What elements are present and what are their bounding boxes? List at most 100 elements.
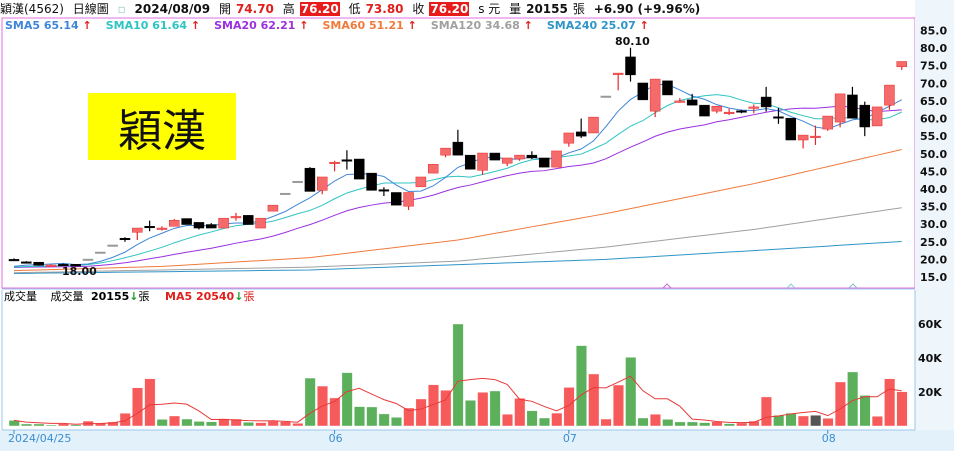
candle bbox=[292, 180, 303, 183]
candle-body bbox=[810, 135, 821, 138]
ma-legend-item[interactable]: SMA10 61.64 ↑ bbox=[106, 19, 200, 32]
volume-ma5: MA5 20540 bbox=[165, 290, 235, 303]
candle-body bbox=[156, 227, 168, 230]
sma240-line bbox=[13, 241, 902, 274]
up-arrow-icon: ↑ bbox=[187, 19, 201, 32]
candle-body bbox=[785, 117, 797, 141]
volume-bar bbox=[218, 418, 230, 427]
candle bbox=[107, 244, 118, 247]
volume-bar bbox=[637, 417, 649, 427]
candle bbox=[45, 264, 57, 267]
date-tick-label: 08 bbox=[822, 432, 836, 445]
chart-type[interactable]: 日線圖 bbox=[72, 2, 109, 16]
candle bbox=[95, 251, 106, 254]
candle bbox=[847, 86, 858, 119]
candle-body bbox=[341, 159, 353, 162]
sma60-line bbox=[13, 149, 902, 272]
candle bbox=[280, 192, 291, 195]
candle bbox=[329, 160, 340, 172]
candle bbox=[674, 98, 686, 103]
ma-legend-item[interactable]: SMA60 51.21 ↑ bbox=[322, 19, 416, 32]
candle-body bbox=[501, 157, 513, 164]
candle-body bbox=[797, 134, 809, 141]
price-tick-label: 70.0 bbox=[920, 77, 947, 90]
calendar-icon[interactable]: ▫ bbox=[117, 2, 126, 16]
volume-bar bbox=[70, 424, 82, 427]
volume-bar bbox=[834, 381, 846, 427]
candle bbox=[649, 78, 661, 118]
candle-body bbox=[21, 261, 32, 264]
volume-bar bbox=[255, 422, 267, 427]
volume-bar bbox=[341, 372, 353, 427]
volume-bar bbox=[280, 421, 291, 427]
candle bbox=[243, 215, 254, 225]
candle-body bbox=[427, 164, 439, 174]
unit-label: s 元 bbox=[478, 2, 501, 16]
volume-bar bbox=[810, 415, 822, 427]
signal-marker-icon bbox=[662, 283, 672, 289]
volume-bar bbox=[132, 387, 144, 427]
volume-bar bbox=[588, 373, 600, 427]
ma-legend-label: SMA5 65.14 bbox=[5, 19, 79, 32]
candle-body bbox=[662, 80, 673, 96]
stock-name: 穎漢(4562) bbox=[0, 2, 64, 16]
volume-bar bbox=[699, 422, 711, 427]
volume-bar bbox=[21, 423, 33, 427]
candle-body bbox=[390, 192, 402, 206]
volume-bar bbox=[736, 422, 748, 427]
ma-legend-item[interactable]: SMA120 34.68 ↑ bbox=[431, 19, 533, 32]
volume-bar bbox=[415, 398, 427, 427]
candle bbox=[686, 93, 698, 106]
ma-legend-item[interactable]: SMA20 62.21 ↑ bbox=[214, 19, 308, 32]
candle bbox=[884, 84, 895, 110]
candle-body bbox=[317, 176, 328, 191]
candle-body bbox=[119, 238, 131, 241]
ma-legend-item[interactable]: SMA240 25.07 ↑ bbox=[547, 19, 649, 32]
ma-legend-label: SMA20 62.21 bbox=[214, 19, 296, 32]
candle bbox=[551, 150, 562, 168]
candle bbox=[181, 218, 192, 225]
candle bbox=[378, 187, 390, 197]
low-label: 低 bbox=[348, 2, 361, 16]
candle bbox=[563, 132, 575, 147]
up-arrow-icon: ↑ bbox=[519, 19, 533, 32]
ma-legend-label: SMA120 34.68 bbox=[430, 19, 520, 32]
candle-body bbox=[699, 104, 710, 117]
candle bbox=[427, 164, 439, 174]
candle-body bbox=[267, 204, 279, 212]
candle-body bbox=[132, 227, 143, 233]
candle-body bbox=[489, 152, 501, 161]
volume-bar bbox=[181, 418, 193, 427]
volume-unit: 張 bbox=[572, 2, 585, 16]
ma-legend-item[interactable]: SMA5 65.14 ↑ bbox=[5, 19, 92, 32]
volume-bar bbox=[169, 415, 180, 427]
volume-bar bbox=[428, 384, 439, 427]
candle-body bbox=[33, 261, 44, 266]
candle-body bbox=[847, 94, 858, 119]
candle bbox=[267, 204, 279, 212]
candle-body bbox=[612, 72, 624, 75]
candle bbox=[132, 227, 143, 241]
candle-body bbox=[193, 222, 205, 229]
candle bbox=[390, 192, 402, 206]
candle bbox=[637, 82, 649, 101]
volume-bar bbox=[502, 414, 513, 427]
volume-bar bbox=[797, 415, 809, 427]
candle-body bbox=[8, 259, 20, 262]
sma10-line bbox=[13, 94, 902, 268]
candle-body bbox=[280, 192, 291, 195]
volume-bar bbox=[33, 423, 45, 427]
volume-bar bbox=[243, 422, 254, 427]
volume-bar bbox=[489, 390, 501, 427]
sma120-line bbox=[13, 207, 902, 274]
candle bbox=[760, 86, 772, 112]
candle-body bbox=[674, 100, 686, 103]
volume-bar bbox=[896, 391, 908, 427]
candle bbox=[736, 109, 747, 114]
candle bbox=[896, 61, 908, 70]
candle bbox=[255, 217, 266, 229]
volume-tick-label: 40K bbox=[918, 352, 942, 365]
date-tick-label: 2024/04/25 bbox=[8, 432, 71, 445]
candle-body bbox=[514, 154, 525, 160]
signal-marker-icon bbox=[848, 283, 858, 289]
